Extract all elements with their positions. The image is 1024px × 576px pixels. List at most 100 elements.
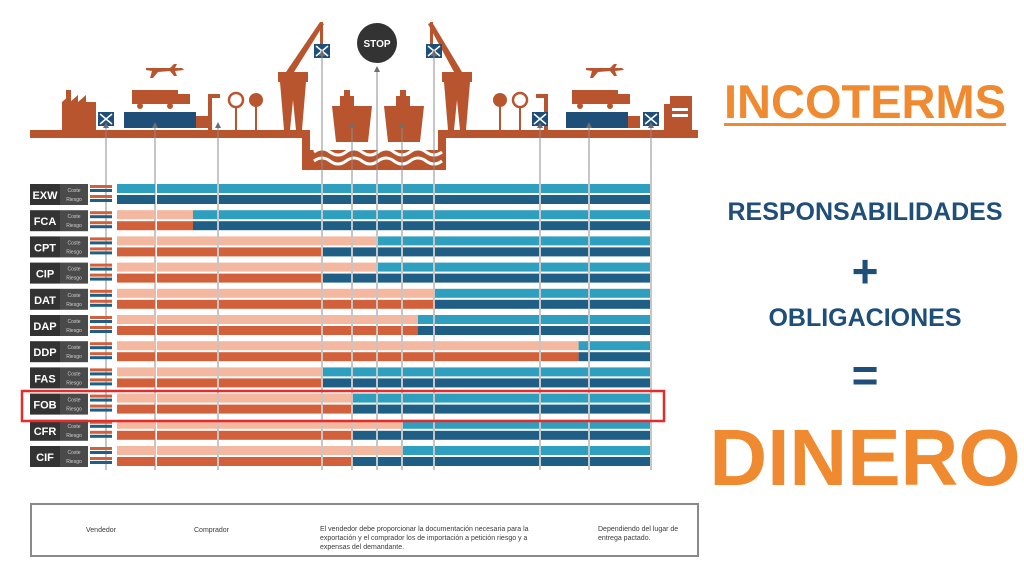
row-fob-risk-seller-cell — [219, 404, 321, 414]
row-ddp-cost-seller-cell — [323, 341, 351, 351]
responsabilidades-text: RESPONSABILIDADES — [727, 198, 1003, 226]
row-dap-cost-seller-cell — [157, 315, 217, 324]
row-cfr-doc-stripe — [90, 430, 112, 434]
row-cif-cost-buyer-cell — [541, 446, 588, 455]
row-ddp-doc-stripe — [90, 356, 112, 360]
row-cip-doc-stripe — [90, 277, 112, 281]
row-cfr-risk-buyer-cell — [435, 430, 539, 440]
row-dat-risk-label: Riesgo — [66, 302, 82, 308]
row-fca-doc-stripe — [90, 221, 112, 225]
row-dap-risk-seller-cell — [157, 326, 217, 335]
row-exw-risk-buyer-cell — [157, 195, 217, 204]
row-dat-cost-seller-cell — [323, 288, 351, 298]
row-fca-cost-buyer-cell — [193, 210, 217, 220]
row-fas-doc-stripe — [90, 378, 112, 382]
arrow-head — [374, 66, 380, 72]
row-fob-doc-stripe — [90, 408, 112, 412]
row-fas-code-label: FAS — [34, 373, 55, 385]
row-fob-doc-stripe — [90, 404, 112, 408]
row-cip-cost-buyer-cell — [378, 262, 401, 272]
row-cfr-risk-buyer-cell — [378, 430, 401, 440]
row-fca-cost-buyer-cell — [219, 210, 321, 220]
row-cfr-risk-seller-cell — [219, 430, 321, 440]
row-cip-risk-buyer-cell — [403, 273, 433, 283]
row-dap-cost-buyer-cell — [418, 315, 433, 324]
row-exw-risk-buyer-cell — [590, 195, 650, 204]
row-cfr-risk-buyer-cell — [541, 430, 588, 440]
row-exw-risk-buyer-cell — [435, 195, 539, 204]
row-fob-cost-seller-cell — [157, 393, 217, 403]
row-cip-cost-buyer-cell — [590, 262, 650, 272]
row-ddp-risk-seller-cell — [117, 352, 155, 362]
obligaciones-text: OBLIGACIONES — [768, 304, 962, 332]
row-dat-risk-buyer-cell — [590, 299, 650, 309]
row-dap-cost-seller-cell — [117, 315, 155, 324]
row-fas-cost-buyer-cell — [590, 367, 650, 377]
row-fas-risk-seller-cell — [219, 378, 321, 388]
row-cpt-cost-buyer-cell — [403, 236, 433, 246]
row-cip-cost-buyer-cell — [541, 262, 588, 272]
row-cpt-cost-seller-cell — [117, 236, 155, 246]
row-cfr-doc-stripe — [90, 420, 112, 424]
dinero-text: DINERO — [709, 413, 1021, 502]
row-ddp-cost-seller-cell — [378, 341, 401, 351]
row-cif-risk-buyer-cell — [435, 457, 539, 466]
row-cpt-doc-stripe — [90, 247, 112, 251]
truck-right-icon — [572, 90, 630, 109]
row-cip-cost-buyer-cell — [435, 262, 539, 272]
row-cfr-code-label: CFR — [34, 426, 57, 438]
row-ddp-cost-seller-cell — [541, 341, 579, 351]
row-exw-cost-buyer-cell — [219, 184, 321, 193]
ground-left — [30, 130, 302, 138]
row-ddp-cost-seller-cell — [117, 341, 155, 351]
row-cif-risk-seller-cell — [219, 457, 321, 466]
row-cpt-risk-buyer-cell — [435, 247, 539, 257]
row-cfr-cost-seller-cell — [378, 419, 401, 429]
row-dap-cost-seller-cell — [403, 315, 418, 324]
row-ddp-doc-stripe — [90, 342, 112, 346]
row-fob-doc-stripe — [90, 394, 112, 398]
row-cip-risk-seller-cell — [219, 273, 321, 283]
row-exw-risk-buyer-cell — [219, 195, 321, 204]
row-cfr-cost-label: Coste — [67, 424, 80, 430]
row-ddp-cost-seller-cell — [219, 341, 321, 351]
row-dat-cost-seller-cell — [157, 288, 217, 298]
row-cip-risk-buyer-cell — [378, 273, 401, 283]
row-dap-cost-buyer-cell — [435, 315, 539, 324]
row-dap-risk-seller-cell — [403, 326, 418, 335]
row-dap-risk-seller-cell — [117, 326, 155, 335]
row-exw-risk-buyer-cell — [353, 195, 376, 204]
row-dap-cost-label: Coste — [67, 319, 80, 325]
row-ddp-risk-seller-cell — [403, 352, 433, 362]
row-dat-risk-seller-cell — [378, 299, 401, 309]
row-dap-risk-label: Riesgo — [66, 328, 82, 334]
row-dat-risk-seller-cell — [353, 299, 376, 309]
row-dap-cost-seller-cell — [353, 315, 376, 324]
row-dat-cost-label: Coste — [67, 293, 80, 299]
row-dat-sub-bg — [60, 288, 88, 310]
row-cfr-risk-seller-cell — [323, 430, 351, 440]
row-dat-cost-buyer-cell — [590, 288, 650, 298]
row-cpt-risk-buyer-cell — [323, 247, 351, 257]
row-fca-cost-seller-cell — [117, 210, 155, 220]
truck-left-icon — [132, 90, 190, 109]
row-cif-cost-seller-cell — [117, 446, 155, 455]
row-cip-doc-stripe — [90, 267, 112, 271]
row-cpt-cost-seller-cell — [353, 236, 376, 246]
row-cip-cost-seller-cell — [157, 262, 217, 272]
row-dap-risk-seller-cell — [219, 326, 321, 335]
row-fob-risk-buyer-cell — [378, 404, 401, 414]
row-cif-risk-seller-cell — [323, 457, 351, 466]
row-fob-risk-label: Riesgo — [66, 407, 82, 413]
row-fob-risk-buyer-cell — [435, 404, 539, 414]
row-fca-cost-label: Coste — [67, 214, 80, 220]
row-fca-cost-buyer-cell — [353, 210, 376, 220]
row-cif-risk-buyer-cell — [378, 457, 401, 466]
logistics-scene — [30, 22, 698, 170]
legend-seller-label: Vendedor — [86, 527, 116, 534]
row-fca-risk-seller-cell — [157, 221, 193, 231]
arrow-head — [319, 50, 325, 56]
row-fas-risk-buyer-cell — [323, 378, 351, 388]
row-fob-doc-stripe — [90, 398, 112, 402]
legend-buyer-label: Comprador — [194, 527, 230, 534]
